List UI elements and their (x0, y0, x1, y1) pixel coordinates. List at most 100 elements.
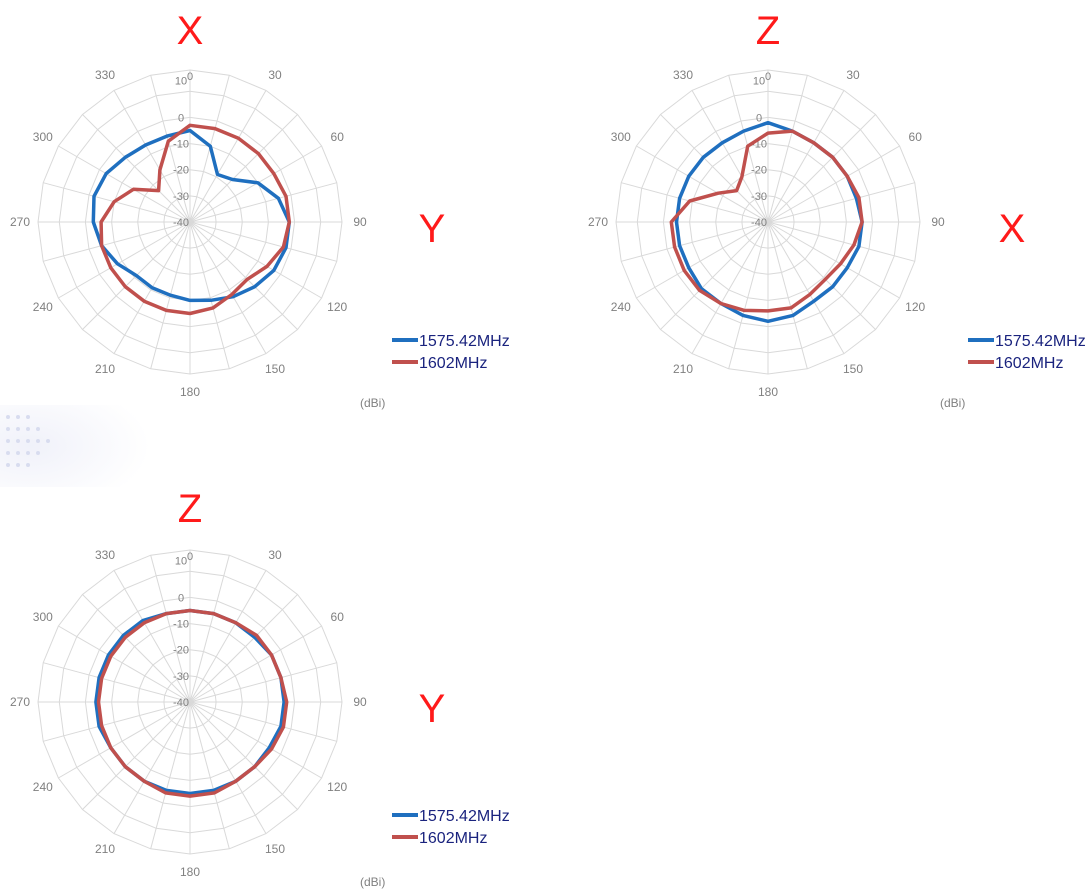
grid-spoke (58, 701, 191, 779)
axis-letter-side: X (999, 207, 1026, 251)
grid-spoke (113, 90, 191, 223)
legend-label: 1575.42MHz (419, 333, 510, 350)
radial-tick-label: 0 (178, 112, 184, 124)
grid-spoke (636, 145, 769, 223)
radial-tick-label: -20 (173, 645, 189, 657)
angle-tick-label: 30 (268, 68, 282, 82)
radial-tick-label: -30 (751, 191, 767, 203)
grid-spoke (767, 221, 845, 354)
angle-tick-label: 150 (265, 842, 285, 856)
grid-spoke (189, 662, 337, 703)
unit-label: (dBi) (360, 875, 385, 889)
grid-spoke (636, 221, 769, 299)
angle-tick-label: 270 (10, 695, 30, 709)
grid-spoke (728, 221, 769, 369)
angle-tick-label: 240 (33, 780, 53, 794)
grid-spoke (189, 701, 322, 779)
angle-tick-label: 330 (95, 548, 115, 562)
radial-tick-label: -10 (173, 139, 189, 151)
radial-tick-label: 10 (753, 76, 765, 88)
radial-tick-label: -40 (751, 217, 767, 229)
grid-spoke (58, 625, 191, 703)
grid-spoke (58, 221, 191, 299)
angle-tick-label: 270 (10, 215, 30, 229)
grid-spoke (767, 221, 876, 330)
angle-tick-label: 0 (187, 551, 193, 563)
grid-spoke (189, 221, 322, 299)
grid-spoke (189, 701, 298, 810)
grid-spoke (189, 625, 322, 703)
axis-letter-top: Z (178, 487, 202, 531)
angle-tick-label: 90 (353, 215, 367, 229)
grid-spoke (189, 221, 298, 330)
series-line-1602MHz (669, 129, 864, 313)
grid-spoke (660, 221, 769, 330)
angle-tick-label: 0 (187, 71, 193, 83)
grid-spoke (767, 221, 900, 299)
angle-tick-label: 270 (588, 215, 608, 229)
angle-tick-label: 120 (327, 300, 347, 314)
angle-tick-label: 150 (843, 362, 863, 376)
grid-spoke (189, 594, 298, 703)
angle-tick-label: 210 (673, 362, 693, 376)
angle-tick-label: 60 (909, 130, 923, 144)
grid-spoke (691, 90, 769, 223)
grid-spoke (767, 221, 915, 262)
angle-tick-label: 90 (931, 215, 945, 229)
grid-spoke (189, 701, 230, 849)
radial-tick-label: -40 (173, 217, 189, 229)
angle-tick-label: 180 (180, 865, 200, 879)
angle-tick-label: 30 (268, 548, 282, 562)
grid-spoke (621, 182, 769, 223)
legend-label: 1575.42MHz (419, 808, 510, 825)
grid-spoke (621, 221, 769, 262)
radial-tick-label: -40 (173, 697, 189, 709)
legend-label: 1602MHz (419, 830, 487, 847)
angle-tick-label: 300 (33, 610, 53, 624)
grid-spoke (82, 701, 191, 810)
series-line-1575.42MHz (91, 128, 292, 303)
angle-tick-label: 60 (331, 130, 345, 144)
axis-letter-side: Y (419, 207, 446, 251)
grid-spoke (189, 570, 267, 703)
grid-spoke (189, 221, 230, 369)
radial-tick-label: -30 (173, 191, 189, 203)
angle-tick-label: 30 (846, 68, 860, 82)
grid-spoke (43, 701, 191, 742)
grid-spoke (150, 555, 191, 703)
legend-label: 1602MHz (995, 355, 1063, 372)
grid-spoke (150, 75, 191, 223)
radial-tick-label: -20 (173, 165, 189, 177)
grid-spoke (58, 145, 191, 223)
radial-tick-label: 0 (756, 112, 762, 124)
angle-tick-label: 120 (905, 300, 925, 314)
grid-spoke (767, 90, 845, 223)
angle-tick-label: 0 (765, 71, 771, 83)
radial-tick-label: -30 (173, 671, 189, 683)
radial-tick-label: 0 (178, 592, 184, 604)
grid-spoke (189, 114, 298, 223)
grid-spoke (767, 182, 915, 223)
axis-letter-top: X (177, 9, 204, 53)
unit-label: (dBi) (360, 396, 385, 410)
decorative-dot-pattern (0, 405, 150, 487)
grid-spoke (189, 701, 337, 742)
grid-spoke (82, 594, 191, 703)
grid-spoke (82, 114, 191, 223)
grid-spoke (691, 221, 769, 354)
grid-spoke (767, 75, 808, 223)
legend-label: 1575.42MHz (995, 333, 1086, 350)
grid-spoke (767, 145, 900, 223)
grid-spoke (660, 114, 769, 223)
series-line-1602MHz (96, 608, 289, 798)
axis-letter-top: Z (756, 9, 780, 53)
grid-spoke (189, 90, 267, 223)
angle-tick-label: 120 (327, 780, 347, 794)
angle-tick-label: 330 (673, 68, 693, 82)
series-line-1602MHz (99, 123, 292, 316)
grid-spoke (189, 221, 267, 354)
legend-label: 1602MHz (419, 355, 487, 372)
grid-spoke (189, 221, 337, 262)
